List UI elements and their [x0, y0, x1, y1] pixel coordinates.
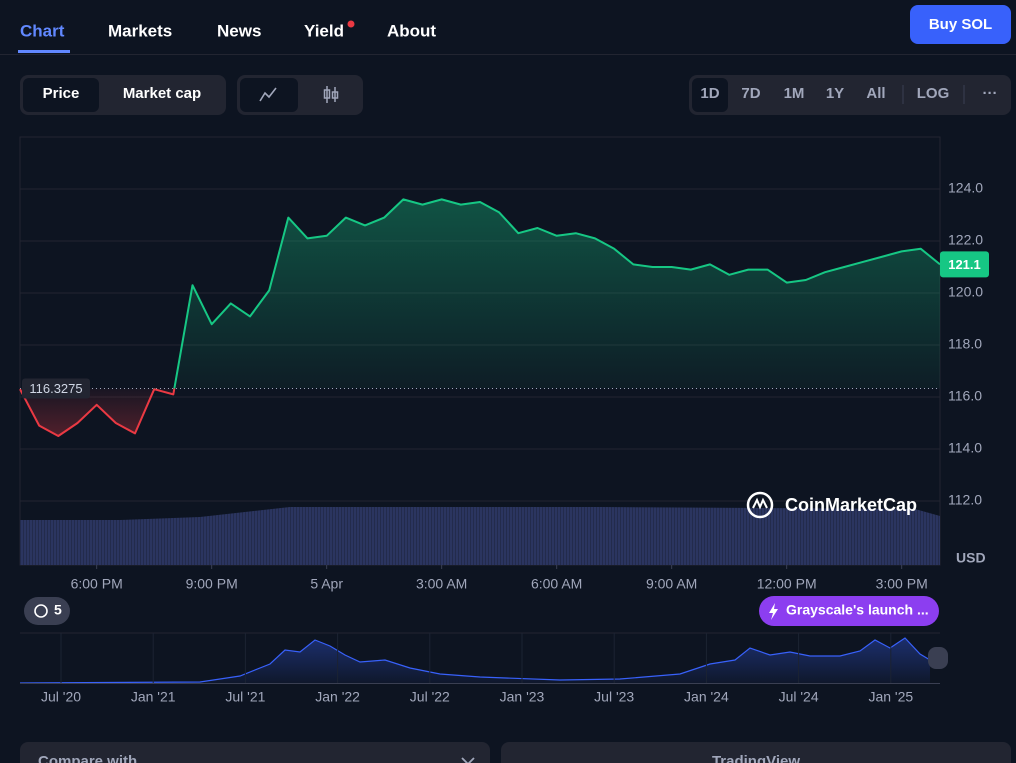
- y-tick-label: 120.0: [948, 284, 983, 300]
- overview-label: Jul '21: [225, 689, 265, 705]
- baseline-label-box: [22, 378, 90, 399]
- x-tick-label: 6:00 AM: [531, 576, 582, 592]
- events-count: 5: [54, 602, 62, 618]
- overview-label: Jul '20: [41, 689, 81, 705]
- metric-option[interactable]: Price: [43, 85, 80, 102]
- y-tick-label: 122.0: [948, 232, 983, 248]
- metric-active: [23, 78, 99, 112]
- history-icon: [34, 604, 48, 618]
- y-tick-label: 118.0: [948, 336, 982, 352]
- tab[interactable]: News: [217, 21, 261, 40]
- last-price-label: 121.1: [948, 257, 981, 272]
- range-option[interactable]: 1Y: [826, 85, 844, 102]
- more-button[interactable]: ···: [983, 85, 998, 102]
- buy-button-label: Buy SOL: [929, 16, 992, 33]
- line-icon: [259, 87, 277, 102]
- x-tick-label: 6:00 PM: [71, 576, 123, 592]
- watermark-text: CoinMarketCap: [785, 495, 917, 515]
- overview-label: Jan '21: [131, 689, 176, 705]
- nav: Chart Markets News Yield About Buy SOL: [0, 5, 1016, 55]
- chart-type-active[interactable]: [240, 78, 298, 112]
- tradingview-label: TradingView: [712, 753, 800, 763]
- overview-label: Jan '22: [315, 689, 360, 705]
- buy-button[interactable]: [910, 5, 1011, 44]
- overview-label: Jul '23: [594, 689, 634, 705]
- range-active: [692, 78, 728, 112]
- y-tick-label: 114.0: [948, 440, 982, 456]
- compare-label: Compare with: [38, 753, 137, 763]
- plot: 116.3275 121.1: [19, 198, 989, 437]
- price-line: [19, 198, 941, 437]
- x-tick-label: 9:00 AM: [646, 576, 697, 592]
- range-toggle: [689, 75, 1011, 115]
- overview-label: Jul '24: [779, 689, 819, 705]
- last-price-box: [940, 251, 989, 278]
- tradingview-button[interactable]: [501, 742, 1011, 763]
- watermark: CoinMarketCap: [746, 491, 917, 519]
- price-area: [20, 199, 940, 436]
- tab[interactable]: About: [387, 21, 436, 40]
- range-option[interactable]: 7D: [741, 85, 760, 102]
- x-tick-label: 5 Apr: [310, 576, 343, 592]
- y-tick-label: 116.0: [948, 388, 982, 404]
- candle-icon[interactable]: [323, 86, 339, 103]
- range-option[interactable]: 1M: [784, 85, 805, 102]
- metric-option[interactable]: Market cap: [123, 85, 201, 102]
- chevron: [461, 757, 475, 763]
- y-tick-label: 124.0: [948, 180, 983, 196]
- bolt-icon: [769, 603, 778, 620]
- y-tick-label: 112.0: [948, 492, 982, 508]
- overview-handle[interactable]: [928, 647, 948, 669]
- compare-dropdown[interactable]: [20, 742, 490, 763]
- overview-label: Jan '25: [868, 689, 913, 705]
- tab-underline: [18, 50, 70, 53]
- x-tick-label: 9:00 PM: [186, 576, 238, 592]
- overview-label: Jan '23: [500, 689, 545, 705]
- baseline-label: 116.3275: [29, 381, 82, 396]
- range-option[interactable]: All: [866, 85, 885, 102]
- grid: 112.0 114.0 116.0 118.0 120.0 122.0 124.0 6:00 …: [20, 180, 983, 592]
- x-tick-label: 3:00 AM: [416, 576, 467, 592]
- overview-label: Jul '22: [410, 689, 450, 705]
- log-button[interactable]: LOG: [917, 85, 950, 102]
- event-pill-label: Grayscale's launch ...: [786, 602, 929, 618]
- notification-dot: [347, 20, 355, 28]
- tab[interactable]: Yield: [304, 21, 344, 40]
- range-option[interactable]: 1D: [700, 85, 719, 102]
- controls: Price Market cap 1D 7D 1M 1Y All LOG ···: [20, 75, 1011, 115]
- volume: [20, 507, 940, 565]
- x-tick-label: 12:00 PM: [757, 576, 817, 592]
- tab[interactable]: Chart: [20, 21, 65, 40]
- x-tick-label: 3:00 PM: [876, 576, 928, 592]
- unit-label: USD: [956, 550, 986, 566]
- event-pill[interactable]: [759, 596, 939, 626]
- overview: Jul '20 Jan '21 Jul '21 Jan '22 Jul '22 Jan '…: [19, 632, 948, 705]
- overview-label: Jan '24: [684, 689, 729, 705]
- tab[interactable]: Markets: [108, 21, 172, 40]
